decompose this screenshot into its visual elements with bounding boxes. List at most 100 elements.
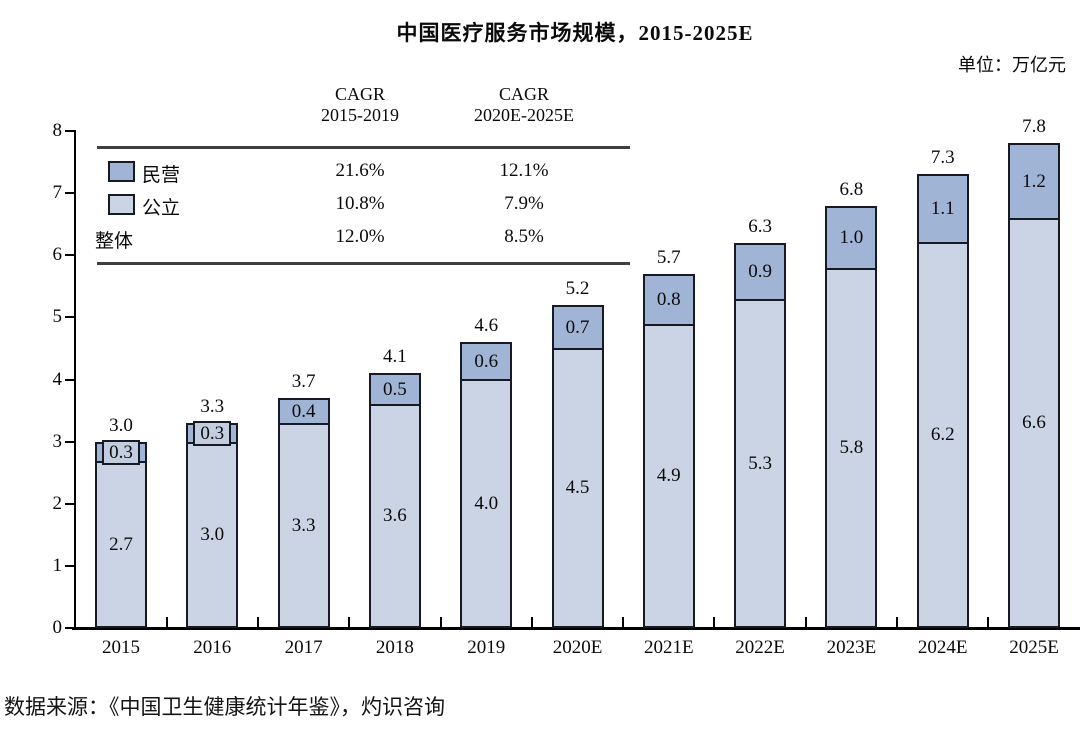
cagr-row-private: 民营 21.6% 12.1% xyxy=(95,158,632,188)
bar-group-2024E: 1.1 6.2 xyxy=(916,174,969,628)
unit-label: 单位：万亿元 xyxy=(958,55,1066,75)
y-tick-label: 2 xyxy=(52,492,63,514)
public-value-label: 6.6 xyxy=(1022,412,1046,433)
bar-group-2015: 0.3 2.7 xyxy=(95,440,147,628)
bar-segment-private-2022E: 0.9 xyxy=(736,245,785,301)
y-tick xyxy=(65,378,74,381)
x-tick xyxy=(165,617,168,628)
legend-swatch-private xyxy=(108,161,135,182)
y-tick xyxy=(65,502,74,505)
bar-group-2023E: 1.0 5.8 xyxy=(825,206,878,628)
y-tick-label: 5 xyxy=(52,306,63,328)
x-axis-label-2019: 2019 xyxy=(467,637,506,658)
x-axis-label-2015: 2015 xyxy=(102,637,140,658)
x-axis-label-2016: 2016 xyxy=(193,637,232,658)
bar-segment-private-2015: 0.3 xyxy=(97,440,145,465)
bar-segment-private-2020E: 0.7 xyxy=(553,307,602,350)
public-value-label: 3.6 xyxy=(383,505,407,526)
bar-segment-public-2024E: 6.2 xyxy=(919,244,967,626)
bar-segment-public-2016: 3.0 xyxy=(188,444,236,626)
private-value-label: 1.1 xyxy=(930,198,955,219)
public-value-label: 2.7 xyxy=(109,533,133,555)
public-value-label: 3.0 xyxy=(200,524,225,545)
cagr-public-2015-2019: 10.8% xyxy=(335,193,385,214)
total-label-2023E: 6.8 xyxy=(839,179,864,200)
x-tick xyxy=(896,617,899,628)
bar-group-2025E: 1.2 6.6 xyxy=(1008,143,1060,628)
private-value-label: 0.4 xyxy=(291,400,316,422)
bar-segment-public-2018: 3.6 xyxy=(371,406,419,626)
y-tick xyxy=(65,440,74,443)
cagr-col2-header-line2: 2020E-2025E xyxy=(474,105,574,125)
x-tick xyxy=(987,617,990,628)
cagr-table-top-rule xyxy=(97,146,630,149)
total-label-2020E: 5.2 xyxy=(565,278,590,299)
x-tick xyxy=(622,617,625,628)
total-label-2018: 4.1 xyxy=(383,346,407,367)
total-label-2024E: 7.3 xyxy=(930,147,955,168)
bar-segment-private-2019: 0.6 xyxy=(462,344,511,381)
y-tick-label: 6 xyxy=(52,244,63,266)
cagr-col1-header: CAGR 2015-2019 xyxy=(275,84,445,126)
legend-label-total: 整体 xyxy=(95,231,134,252)
total-label-2021E: 5.7 xyxy=(656,247,681,268)
y-axis xyxy=(74,130,76,630)
cagr-col2-header: CAGR 2020E-2025E xyxy=(439,84,609,126)
x-tick xyxy=(439,617,442,628)
cagr-public-2020e-2025e: 7.9% xyxy=(504,193,544,214)
public-value-label: 5.3 xyxy=(748,452,772,474)
total-label-2015: 3.0 xyxy=(109,415,133,436)
y-tick-label: 3 xyxy=(52,430,63,452)
bar-group-2017: 0.4 3.3 xyxy=(277,398,330,628)
legend-label-private: 民营 xyxy=(142,165,181,186)
bar-group-2021E: 0.8 4.9 xyxy=(642,274,695,628)
private-value-label: 0.9 xyxy=(748,261,772,282)
chart-title: 中国医疗服务市场规模，2015-2025E xyxy=(396,21,754,45)
bar-segment-public-2019: 4.0 xyxy=(462,381,510,626)
bar-segment-private-2024E: 1.1 xyxy=(918,176,967,244)
bar-segment-private-2021E: 0.8 xyxy=(644,276,693,326)
public-value-label: 4.9 xyxy=(656,465,681,486)
private-value-label: 0.3 xyxy=(193,421,232,446)
source-note: 数据来源：《中国卫生健康统计年鉴》，灼识咨询 xyxy=(4,695,445,719)
x-axis-label-2022E: 2022E xyxy=(735,637,785,658)
cagr-total-2020e-2025e: 8.5% xyxy=(504,226,544,247)
x-axis-label-2021E: 2021E xyxy=(643,637,694,658)
y-tick xyxy=(65,564,74,567)
y-tick-label: 0 xyxy=(52,617,63,638)
total-label-2025E: 7.8 xyxy=(1022,116,1046,137)
private-value-label: 0.5 xyxy=(383,378,407,400)
bar-group-2022E: 0.9 5.3 xyxy=(734,243,787,628)
cagr-row-total: 整体 12.0% 8.5% xyxy=(95,224,632,254)
y-tick xyxy=(65,130,74,132)
legend-swatch-public xyxy=(108,194,135,215)
cagr-col2-header-line1: CAGR xyxy=(498,84,549,104)
x-axis-label-2024E: 2024E xyxy=(917,637,968,658)
total-label-2017: 3.7 xyxy=(291,371,316,392)
x-axis-label-2025E: 2025E xyxy=(1009,637,1059,658)
bar-segment-public-2025E: 6.6 xyxy=(1010,220,1058,626)
x-axis-label-2020E: 2020E xyxy=(552,637,603,658)
y-tick-label: 8 xyxy=(52,120,63,141)
total-label-2022E: 6.3 xyxy=(748,216,772,237)
legend-label-public: 公立 xyxy=(142,198,181,219)
private-value-label: 0.6 xyxy=(474,350,499,372)
x-tick xyxy=(713,617,716,628)
total-label-2016: 3.3 xyxy=(200,396,225,417)
bar-group-2020E: 0.7 4.5 xyxy=(551,305,604,628)
x-axis-label-2017: 2017 xyxy=(284,637,323,658)
y-tick-label: 1 xyxy=(52,554,63,576)
cagr-table-bottom-rule xyxy=(97,262,630,265)
x-tick xyxy=(348,617,351,628)
bar-segment-public-2017: 3.3 xyxy=(280,425,328,626)
public-value-label: 4.0 xyxy=(474,492,499,514)
bar-group-2018: 0.5 3.6 xyxy=(368,373,421,628)
total-label-2019: 4.6 xyxy=(474,315,499,336)
bar-segment-private-2016: 0.3 xyxy=(188,421,237,446)
bar-segment-public-2020E: 4.5 xyxy=(554,350,602,626)
bar-segment-public-2023E: 5.8 xyxy=(827,270,875,626)
public-value-label: 5.8 xyxy=(839,437,864,458)
x-tick xyxy=(256,617,259,628)
private-value-label: 0.7 xyxy=(565,316,590,338)
cagr-col1-header-line2: 2015-2019 xyxy=(321,105,399,125)
